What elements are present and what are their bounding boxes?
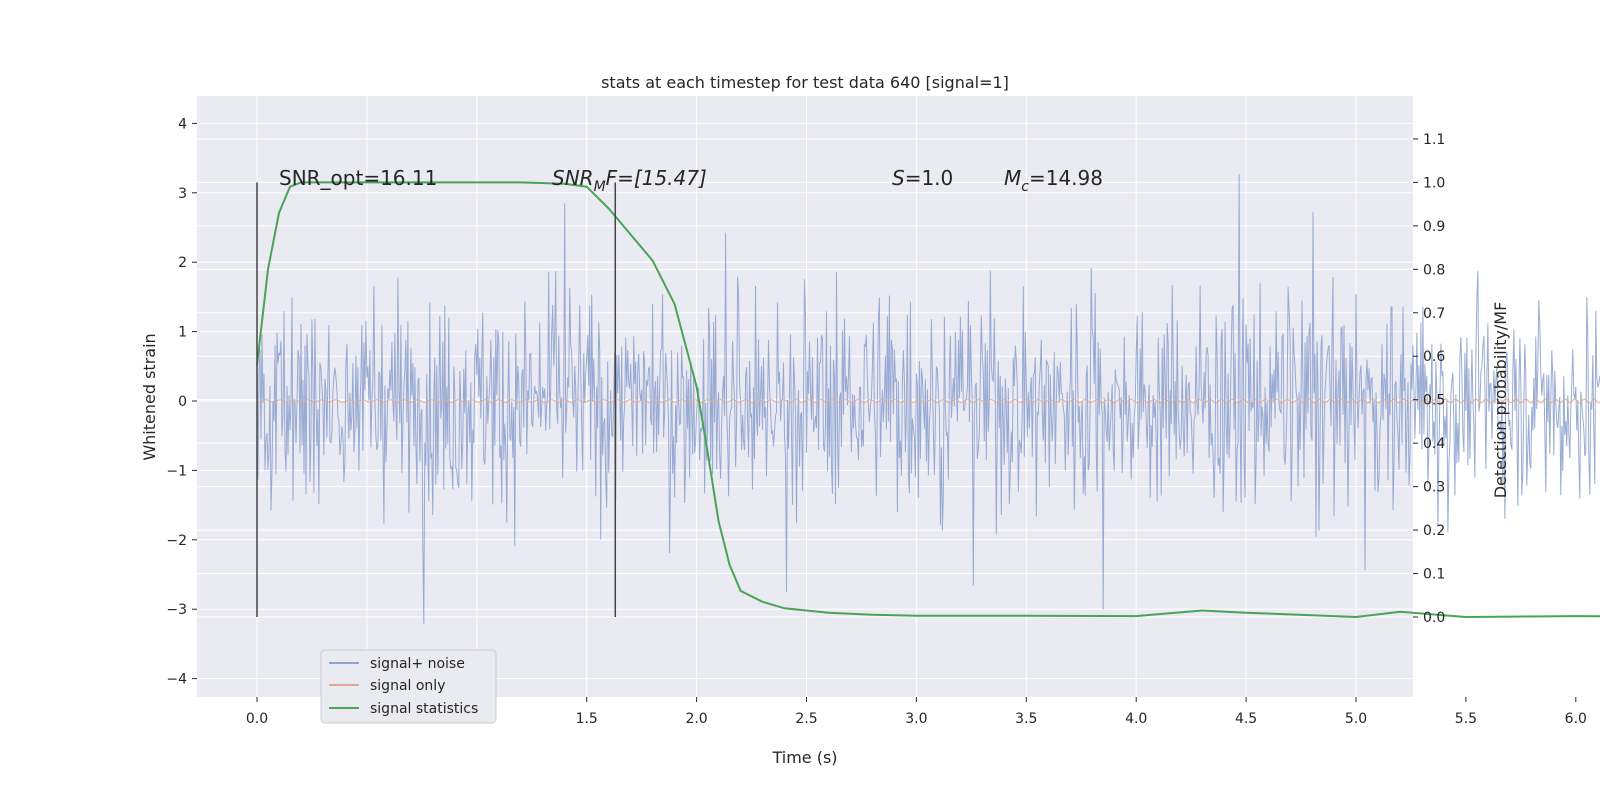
x-tick-label: 3.0 <box>905 711 927 727</box>
y-right-tick-label: 0.3 <box>1423 480 1445 496</box>
legend-box <box>320 649 497 724</box>
y-right-tick-label: 0.2 <box>1423 523 1445 539</box>
plot-data-layer <box>256 173 1600 624</box>
x-tick-label: 4.5 <box>1235 711 1257 727</box>
y-left-tick-label: 3 <box>178 186 187 202</box>
y-right-tick-label: 0.6 <box>1423 349 1445 365</box>
annotation-s-rest: =1.0 <box>905 166 954 190</box>
x-axis-label: Time (s) <box>771 748 837 767</box>
y-right-tick-label: 0.1 <box>1423 567 1445 583</box>
y-left-tick-label: −2 <box>166 533 187 549</box>
y-right-tick-label: 1.0 <box>1423 175 1445 191</box>
annotation-snr-mf-subscript: M <box>594 179 606 195</box>
signal-only-line <box>256 398 1600 404</box>
x-tick-label: 4.0 <box>1125 711 1147 727</box>
x-tick-label: 6.0 <box>1565 711 1587 727</box>
x-tick-label: 1.5 <box>576 711 598 727</box>
y-left-tick-label: −1 <box>166 463 187 479</box>
y-left-tick-label: 4 <box>178 116 187 132</box>
x-tick-label: 3.5 <box>1015 711 1037 727</box>
annotation-snr-mf: SNRMF=[15.47] <box>552 166 707 195</box>
y-right-tick-label: 0.9 <box>1423 219 1445 235</box>
y-left-tick-label: −3 <box>166 602 187 618</box>
right-y-axis-label: Detection probability/MF <box>1491 302 1510 499</box>
legend-label-signal-only: signal only <box>370 678 445 694</box>
annotation-mc-subscript: c <box>1021 179 1029 195</box>
annotation-mc-symbol: M <box>1004 166 1021 190</box>
signal-statistics-line <box>256 181 1600 619</box>
right-y-axis: 1.1 1.0 0.9 0.8 0.7 0.6 0.5 0.4 0.3 0.2 0.1 0.0 <box>1413 132 1445 626</box>
x-tick-label: 5.0 <box>1345 711 1367 727</box>
y-left-tick-label: 1 <box>178 325 187 341</box>
signal-noise-line <box>256 173 1600 624</box>
y-left-tick-label: 0 <box>178 394 187 410</box>
annotation-mc-rest: =14.98 <box>1029 166 1103 190</box>
annotation-snr-opt: SNR_opt=16.11 <box>279 166 437 190</box>
y-right-tick-label: 1.1 <box>1423 132 1445 148</box>
y-right-tick-label: 0.8 <box>1423 262 1445 278</box>
y-left-tick-label: −4 <box>166 672 187 688</box>
left-y-axis-label: Whitened strain <box>140 333 159 460</box>
annotation-snr-mf-symbol: SNR <box>552 166 594 190</box>
y-right-tick-label: 0.5 <box>1423 393 1445 409</box>
annotation-s-symbol: S <box>892 166 905 190</box>
annotation-mc: Mc=14.98 <box>1004 166 1103 195</box>
y-left-tick-label: 2 <box>178 255 187 271</box>
x-tick-label: 2.5 <box>795 711 817 727</box>
legend-label-signal-noise: signal+ noise <box>370 656 465 672</box>
y-right-tick-label: 0.7 <box>1423 306 1445 322</box>
y-right-tick-label: 0.0 <box>1423 610 1445 626</box>
annotation-snr-mf-rest: F=[15.47] <box>606 166 707 190</box>
left-y-axis: 4 3 2 1 0 −1 −2 −3 −4 <box>166 116 197 688</box>
legend-label-signal-statistics: signal statistics <box>370 701 478 717</box>
y-right-tick-label: 0.4 <box>1423 436 1445 452</box>
x-tick-label: 5.5 <box>1455 711 1477 727</box>
chart-title: stats at each timestep for test data 640… <box>601 73 1009 92</box>
annotation-s: S=1.0 <box>892 166 953 190</box>
legend: signal+ noise signal only signal statist… <box>320 649 497 724</box>
x-tick-label: 0.0 <box>246 711 268 727</box>
x-tick-label: 2.0 <box>685 711 707 727</box>
